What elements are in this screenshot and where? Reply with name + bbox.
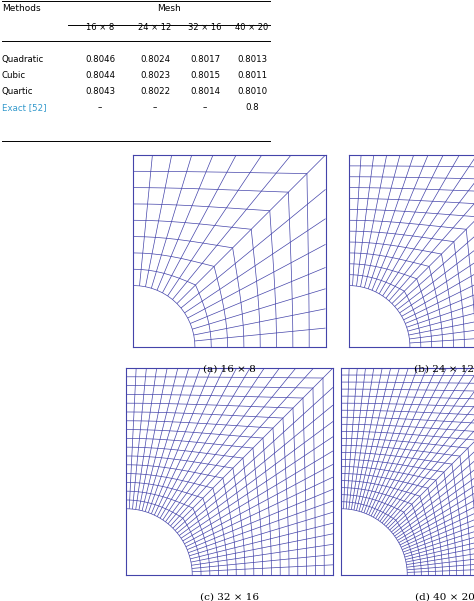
Text: 0.8046: 0.8046 [85,55,115,64]
Text: Quartic: Quartic [2,87,34,96]
Text: 0.8024: 0.8024 [140,55,170,64]
Text: 0.8014: 0.8014 [190,87,220,96]
Text: 0.8011: 0.8011 [237,71,267,80]
Text: 0.8013: 0.8013 [237,55,267,64]
Text: 0.8: 0.8 [245,103,259,112]
Text: (b) 24 × 12: (b) 24 × 12 [414,365,474,374]
Text: –: – [98,103,102,112]
Text: 0.8010: 0.8010 [237,87,267,96]
Text: (a) 16 × 8: (a) 16 × 8 [203,365,256,374]
Text: Exact [52]: Exact [52] [2,103,46,112]
Text: 0.8017: 0.8017 [190,55,220,64]
Text: Methods: Methods [2,4,41,13]
Text: Mesh: Mesh [157,4,181,13]
Text: 24 × 12: 24 × 12 [138,23,172,32]
Text: 0.8044: 0.8044 [85,71,115,80]
Text: Cubic: Cubic [2,71,26,80]
Text: 0.8043: 0.8043 [85,87,115,96]
Text: Quadratic: Quadratic [2,55,44,64]
Text: 0.8015: 0.8015 [190,71,220,80]
Text: –: – [153,103,157,112]
Text: 16 × 8: 16 × 8 [86,23,114,32]
Text: 0.8023: 0.8023 [140,71,170,80]
Text: 40 × 20: 40 × 20 [236,23,269,32]
Text: –: – [203,103,207,112]
Text: 0.8022: 0.8022 [140,87,170,96]
Text: (d) 40 × 20: (d) 40 × 20 [415,593,474,601]
Text: (c) 32 × 16: (c) 32 × 16 [200,593,259,601]
Text: 32 × 16: 32 × 16 [188,23,222,32]
